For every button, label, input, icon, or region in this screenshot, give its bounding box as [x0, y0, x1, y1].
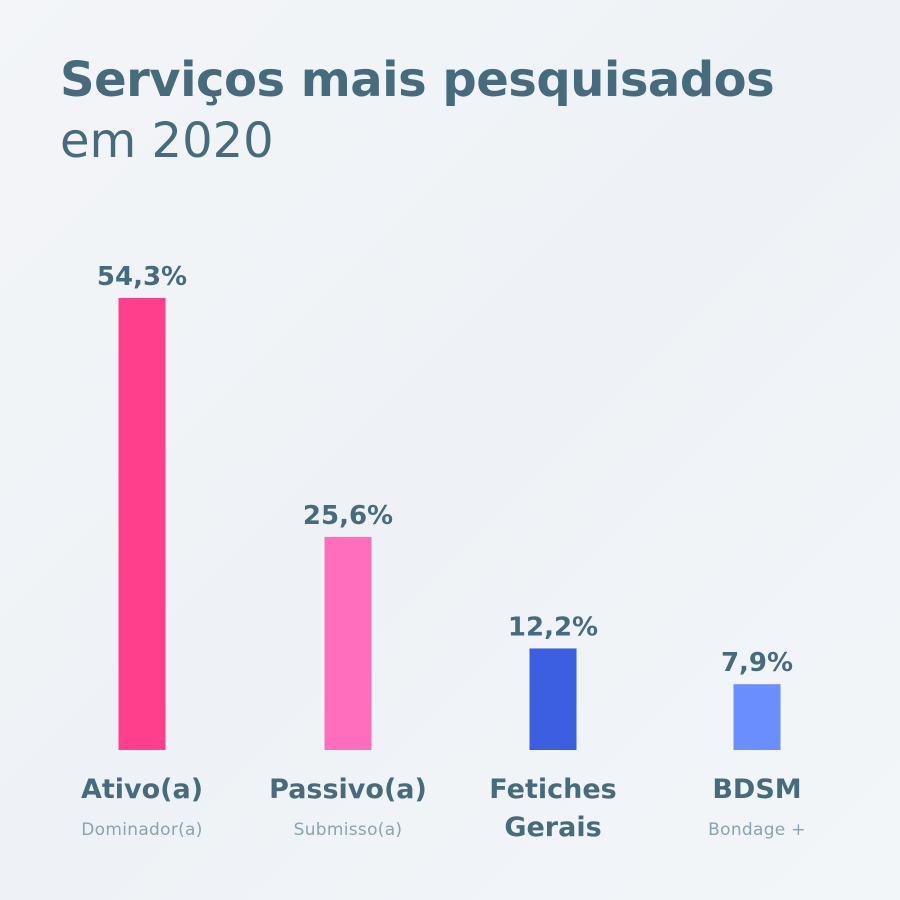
bar: [324, 536, 372, 750]
category-label: Ativo(a): [81, 774, 203, 805]
value-label: 7,9%: [721, 648, 793, 678]
category-label: Gerais: [504, 812, 601, 843]
value-label: 25,6%: [303, 501, 393, 531]
category-label: Passivo(a): [269, 774, 427, 805]
category-sublabel: Dominador(a): [81, 820, 202, 840]
category-label: Fetiches: [489, 774, 616, 805]
bar: [733, 684, 781, 750]
chart-subtitle: em 2020: [60, 113, 274, 169]
value-label: 12,2%: [508, 612, 598, 642]
category-sublabel: Submisso(a): [294, 820, 403, 840]
chart-title: Serviços mais pesquisados: [60, 52, 775, 108]
bar: [118, 298, 166, 750]
value-label: 54,3%: [97, 262, 187, 292]
bar: [529, 648, 577, 750]
category-label: BDSM: [712, 774, 801, 805]
category-sublabel: Bondage +: [708, 820, 806, 840]
